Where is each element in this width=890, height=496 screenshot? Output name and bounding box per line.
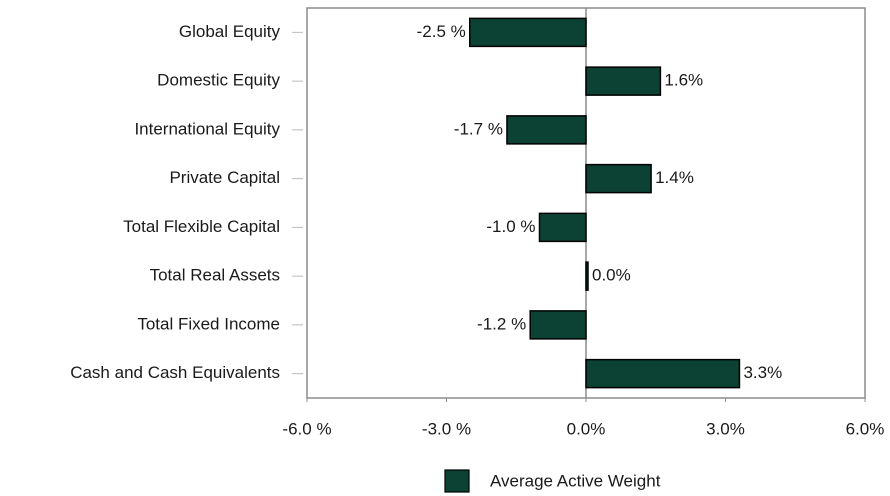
- value-label: -1.7 %: [454, 119, 503, 138]
- y-tick-label: Cash and Cash Equivalents: [70, 363, 280, 382]
- bar: [585, 66, 662, 96]
- y-tick-label: Private Capital: [169, 168, 280, 187]
- y-tick-label: International Equity: [134, 119, 280, 138]
- bar: [529, 310, 587, 340]
- x-tick-label: -6.0 %: [282, 419, 331, 438]
- value-label: 1.4%: [655, 168, 694, 187]
- value-label: 3.3%: [743, 363, 782, 382]
- bar: [469, 17, 587, 48]
- value-label: -1.0 %: [486, 217, 535, 236]
- bar: [585, 358, 741, 389]
- value-label: 1.6%: [664, 71, 703, 90]
- y-tick-label: Total Flexible Capital: [123, 217, 280, 236]
- legend-swatch: [444, 469, 470, 493]
- value-label: 0.0%: [592, 266, 631, 285]
- bar: [585, 163, 652, 194]
- value-label: -1.2 %: [477, 314, 526, 333]
- bar: [538, 212, 587, 243]
- x-tick-label: 3.0%: [706, 419, 745, 438]
- y-tick-label: Total Real Assets: [150, 266, 280, 285]
- x-tick-label: 0.0%: [567, 419, 606, 438]
- y-tick-label: Domestic Equity: [157, 71, 280, 90]
- x-tick-label: -3.0 %: [422, 419, 471, 438]
- value-label: -2.5 %: [417, 22, 466, 41]
- legend-label: Average Active Weight: [490, 471, 661, 490]
- bar: [506, 115, 587, 145]
- x-tick-label: 6.0%: [846, 419, 885, 438]
- y-tick-label: Total Fixed Income: [137, 314, 280, 333]
- bar: [585, 261, 589, 291]
- y-tick-label: Global Equity: [179, 22, 281, 41]
